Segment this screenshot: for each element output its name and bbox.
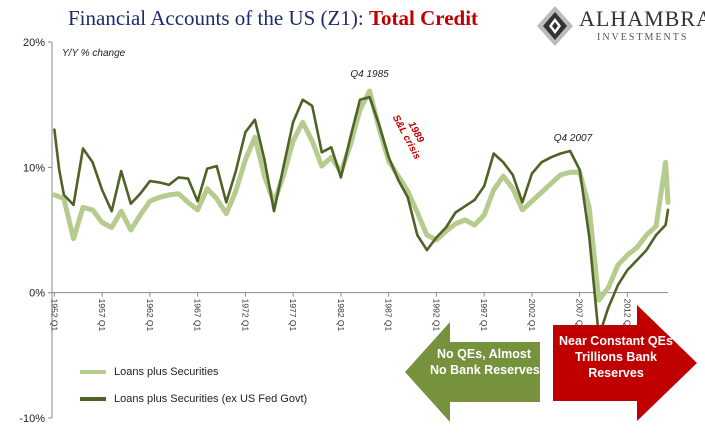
title-highlight: Total Credit: [368, 6, 479, 30]
series-loans-line: [51, 88, 671, 303]
legend-item-ex-fed: Loans plus Securities (ex US Fed Govt): [80, 393, 307, 405]
y-tick-label: 20%: [23, 37, 45, 49]
legend-item-loans: Loans plus Securities: [80, 366, 219, 378]
y-tick-label: -10%: [19, 413, 45, 425]
left-callout-arrow: [405, 322, 540, 422]
x-tick-label: 1977 Q1: [288, 299, 298, 332]
logo-name: ALHAMBRA: [579, 6, 705, 31]
y-tick-label: 0%: [29, 288, 45, 300]
right-callout-text: Near Constant QEs Trillions Bank Reserve…: [553, 333, 679, 381]
legend-label-loans: Loans plus Securities: [114, 366, 219, 378]
x-tick-label: 1962 Q1: [145, 299, 155, 332]
x-tick-label: 1987 Q1: [384, 299, 394, 332]
x-tick-label: 1992 Q1: [431, 299, 441, 332]
right-callout-line2: Trillions Bank: [575, 350, 657, 364]
annotation-label: Q4 1985: [350, 69, 389, 80]
title-main: Financial Accounts of the US (Z1):: [68, 6, 369, 30]
x-tick-label: 1972 Q1: [240, 299, 250, 332]
alhambra-logo: ALHAMBRA INVESTMENTS: [535, 4, 705, 48]
right-callout-line1: Near Constant QEs: [559, 334, 673, 348]
y-axis-label: Y/Y % change: [62, 48, 126, 59]
x-tick-label: 2002 Q1: [527, 299, 537, 332]
left-callout-text: No QEs, Almost No Bank Reserves: [430, 346, 540, 378]
x-tick-label: 1952 Q1: [49, 299, 59, 332]
series-ex-fed-line: [53, 95, 670, 338]
x-tick-label: 1997 Q1: [479, 299, 489, 332]
logo-diamond-icon: [537, 6, 573, 46]
right-callout-line3: Reserves: [588, 366, 644, 380]
page-title: Financial Accounts of the US (Z1): Total…: [68, 6, 478, 31]
legend-swatch-loans: [80, 370, 106, 375]
x-tick-label: 1957 Q1: [97, 299, 107, 332]
x-tick-label: 1982 Q1: [336, 299, 346, 332]
x-tick-label: 2012 Q1: [622, 299, 632, 332]
right-callout-arrow: [553, 305, 697, 421]
x-tick-label: 1967 Q1: [193, 299, 203, 332]
logo-subtitle: INVESTMENTS: [597, 32, 689, 43]
left-callout-line1: No QEs, Almost: [437, 347, 531, 361]
left-callout-line2: No Bank Reserves: [430, 363, 540, 377]
legend-swatch-ex-fed: [80, 397, 106, 402]
legend-label-ex-fed: Loans plus Securities (ex US Fed Govt): [114, 393, 308, 405]
annotation-label: Q4 2007: [554, 133, 593, 144]
y-tick-label: 10%: [23, 162, 45, 174]
x-tick-label: 2007 Q1: [575, 299, 585, 332]
